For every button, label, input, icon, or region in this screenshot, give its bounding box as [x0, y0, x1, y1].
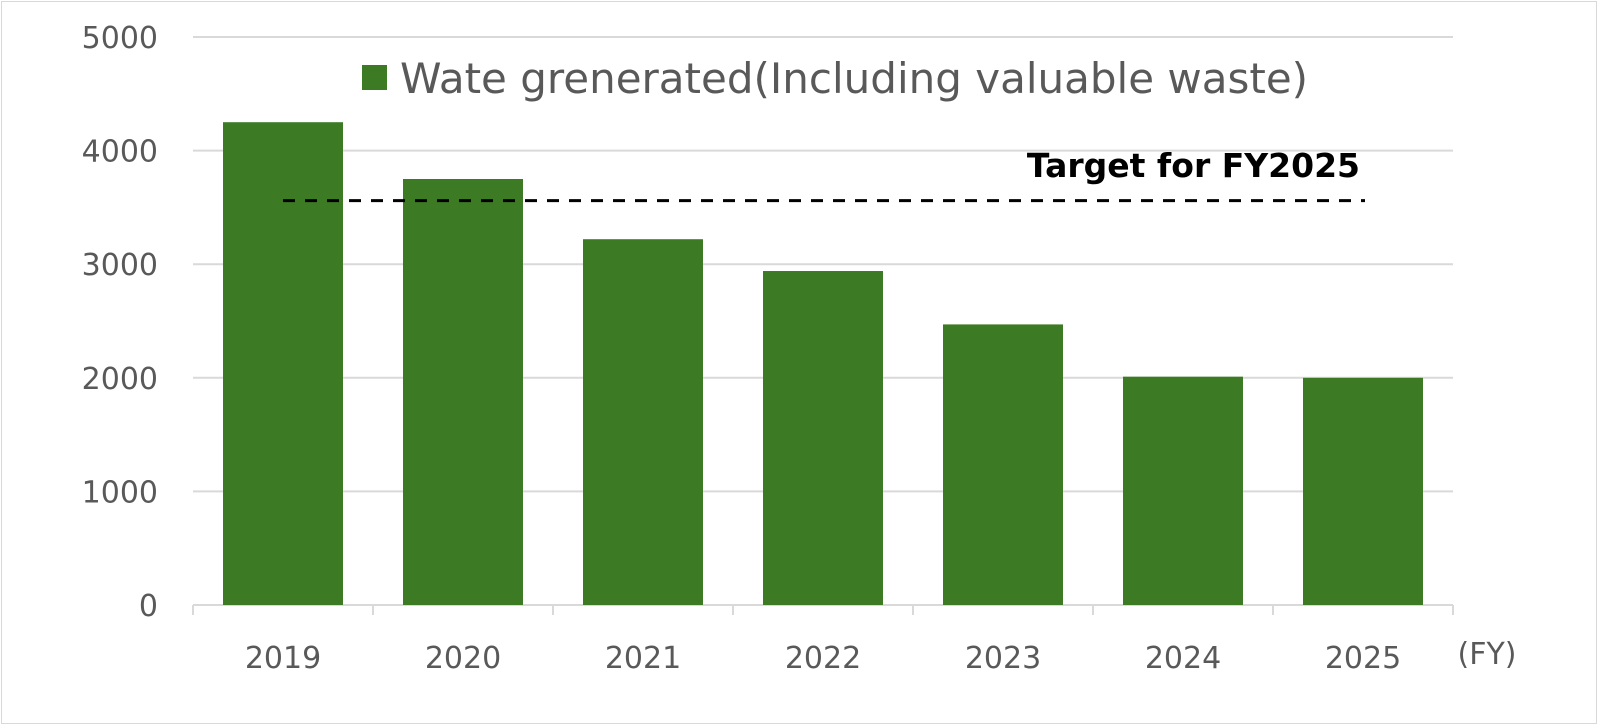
y-tick-label: 5000	[82, 21, 158, 56]
bar-2019	[223, 122, 343, 605]
y-tick-label: 2000	[82, 362, 158, 397]
y-tick-label: 1000	[82, 475, 158, 510]
x-tick-label: 2019	[245, 641, 321, 676]
bar-2022	[763, 271, 883, 605]
x-tick-label: 2020	[425, 641, 501, 676]
bar-2021	[583, 239, 703, 605]
legend-swatch	[362, 65, 387, 90]
x-tick-label: 2024	[1145, 641, 1221, 676]
x-tick-label: 2021	[605, 641, 681, 676]
x-tick-label: 2025	[1325, 641, 1401, 676]
legend-label: Wate grenerated(Including valuable waste…	[400, 54, 1308, 103]
x-tick-label: 2022	[785, 641, 861, 676]
bar-2020	[403, 179, 523, 605]
bar-2025	[1303, 377, 1423, 605]
y-tick-label: 0	[139, 589, 158, 624]
y-tick-label: 4000	[82, 135, 158, 170]
y-tick-label: 3000	[82, 248, 158, 283]
target-label: Target for FY2025	[1027, 146, 1360, 185]
bar-2023	[943, 324, 1063, 605]
bar-2024	[1123, 376, 1243, 605]
x-axis-label: (FY)	[1458, 637, 1517, 672]
x-tick-label: 2023	[965, 641, 1041, 676]
